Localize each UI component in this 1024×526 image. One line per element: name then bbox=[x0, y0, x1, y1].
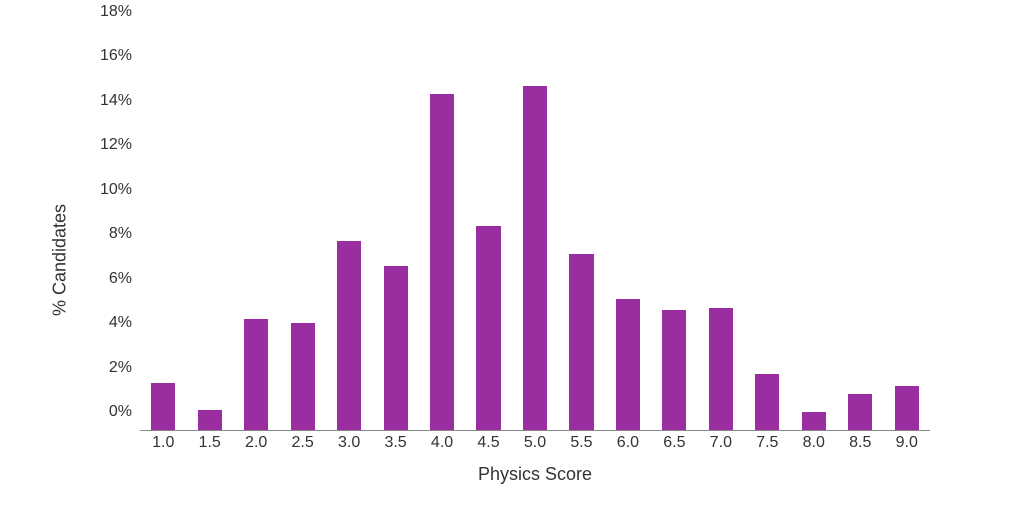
x-tick-label: 1.5 bbox=[186, 434, 232, 452]
plot-area: 0%2%4%6%8%10%12%14%16%18% bbox=[140, 30, 930, 431]
y-tick-label: 16% bbox=[100, 47, 140, 65]
y-tick-label: 6% bbox=[109, 270, 140, 288]
y-axis-title: % Candidates bbox=[50, 204, 71, 316]
bar-slot bbox=[419, 30, 465, 430]
bar-slot bbox=[233, 30, 279, 430]
x-tick-label: 2.0 bbox=[233, 434, 279, 452]
x-tick-labels: 1.01.52.02.53.03.54.04.55.05.56.06.57.07… bbox=[140, 434, 930, 452]
y-tick-label: 18% bbox=[100, 3, 140, 21]
x-tick-label: 8.0 bbox=[791, 434, 837, 452]
bars-container bbox=[140, 30, 930, 430]
x-tick-label: 4.5 bbox=[465, 434, 511, 452]
y-tick-label: 10% bbox=[100, 181, 140, 199]
bar bbox=[291, 323, 315, 430]
x-axis-title: Physics Score bbox=[140, 464, 930, 485]
bar bbox=[337, 241, 361, 430]
bar bbox=[523, 86, 547, 430]
bar bbox=[198, 410, 222, 430]
bar bbox=[244, 319, 268, 430]
bar-slot bbox=[186, 30, 232, 430]
x-tick-label: 8.5 bbox=[837, 434, 883, 452]
x-tick-label: 9.0 bbox=[884, 434, 930, 452]
y-tick-label: 0% bbox=[109, 403, 140, 421]
bar-slot bbox=[651, 30, 697, 430]
x-tick-label: 4.0 bbox=[419, 434, 465, 452]
x-tick-label: 1.0 bbox=[140, 434, 186, 452]
bar-slot bbox=[279, 30, 325, 430]
bar bbox=[384, 266, 408, 430]
bar-slot bbox=[884, 30, 930, 430]
bar-slot bbox=[558, 30, 604, 430]
bar-slot bbox=[465, 30, 511, 430]
x-tick-label: 7.0 bbox=[698, 434, 744, 452]
x-tick-label: 6.0 bbox=[605, 434, 651, 452]
bar bbox=[755, 374, 779, 430]
bar-slot bbox=[326, 30, 372, 430]
bar-slot bbox=[698, 30, 744, 430]
bar bbox=[151, 383, 175, 430]
y-tick-label: 8% bbox=[109, 225, 140, 243]
x-tick-label: 5.5 bbox=[558, 434, 604, 452]
bar-slot bbox=[605, 30, 651, 430]
x-tick-label: 6.5 bbox=[651, 434, 697, 452]
y-tick-label: 12% bbox=[100, 136, 140, 154]
bar bbox=[569, 254, 593, 430]
physics-score-chart: % Candidates 0%2%4%6%8%10%12%14%16%18% 1… bbox=[60, 20, 960, 500]
y-tick-label: 4% bbox=[109, 314, 140, 332]
bar-slot bbox=[837, 30, 883, 430]
bar bbox=[709, 308, 733, 430]
bar bbox=[895, 386, 919, 430]
bar-slot bbox=[744, 30, 790, 430]
x-tick-label: 2.5 bbox=[279, 434, 325, 452]
bar bbox=[616, 299, 640, 430]
bar bbox=[430, 94, 454, 430]
y-tick-label: 2% bbox=[109, 359, 140, 377]
bar bbox=[848, 394, 872, 430]
bar-slot bbox=[140, 30, 186, 430]
x-tick-label: 3.0 bbox=[326, 434, 372, 452]
y-tick-label: 14% bbox=[100, 92, 140, 110]
bar bbox=[802, 412, 826, 430]
x-tick-label: 3.5 bbox=[372, 434, 418, 452]
bar bbox=[476, 226, 500, 430]
bar-slot bbox=[372, 30, 418, 430]
x-tick-label: 7.5 bbox=[744, 434, 790, 452]
bar-slot bbox=[512, 30, 558, 430]
bar-slot bbox=[791, 30, 837, 430]
bar bbox=[662, 310, 686, 430]
x-tick-label: 5.0 bbox=[512, 434, 558, 452]
